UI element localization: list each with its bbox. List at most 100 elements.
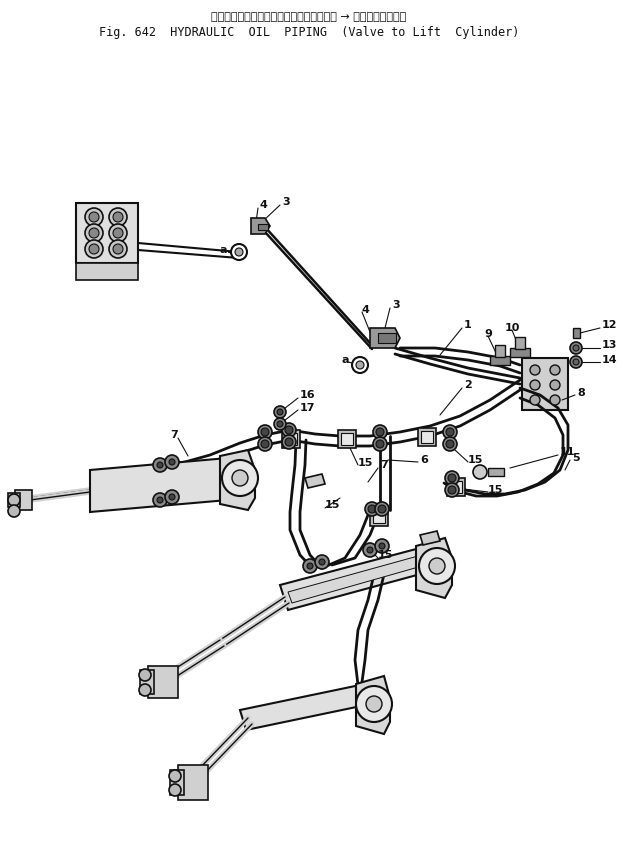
Text: 4: 4	[362, 305, 370, 315]
Text: 8: 8	[577, 388, 585, 398]
Circle shape	[448, 474, 456, 482]
Circle shape	[89, 212, 99, 222]
Polygon shape	[510, 348, 530, 357]
Circle shape	[277, 421, 283, 427]
Circle shape	[307, 563, 313, 569]
Text: 11: 11	[560, 447, 575, 457]
Circle shape	[85, 224, 103, 242]
Circle shape	[157, 462, 163, 468]
Circle shape	[367, 547, 373, 553]
Circle shape	[530, 365, 540, 375]
Polygon shape	[170, 770, 184, 795]
Text: 9: 9	[484, 329, 492, 339]
Circle shape	[573, 359, 579, 365]
Circle shape	[157, 497, 163, 503]
Circle shape	[274, 418, 286, 430]
Circle shape	[285, 426, 293, 434]
Polygon shape	[573, 328, 580, 338]
Polygon shape	[240, 685, 366, 730]
Polygon shape	[450, 481, 462, 493]
Circle shape	[109, 208, 127, 226]
Text: 5: 5	[572, 453, 580, 463]
Polygon shape	[370, 508, 388, 526]
Circle shape	[89, 244, 99, 254]
Circle shape	[550, 395, 560, 405]
Circle shape	[573, 345, 579, 351]
Circle shape	[222, 460, 258, 496]
Circle shape	[356, 361, 364, 369]
Polygon shape	[488, 468, 504, 476]
Circle shape	[570, 356, 582, 368]
Text: 13: 13	[602, 340, 617, 350]
Text: 1: 1	[464, 320, 472, 330]
Polygon shape	[140, 670, 154, 694]
Polygon shape	[356, 676, 390, 734]
Polygon shape	[285, 433, 297, 445]
Circle shape	[113, 228, 123, 238]
Circle shape	[550, 380, 560, 390]
Circle shape	[113, 212, 123, 222]
Polygon shape	[522, 358, 568, 410]
Polygon shape	[282, 430, 300, 448]
Polygon shape	[178, 765, 208, 800]
Circle shape	[352, 357, 368, 373]
Circle shape	[231, 244, 247, 260]
Circle shape	[356, 686, 392, 722]
Circle shape	[258, 437, 272, 451]
Polygon shape	[15, 490, 32, 510]
Text: 3: 3	[282, 197, 290, 207]
Polygon shape	[258, 224, 268, 230]
Polygon shape	[447, 478, 465, 496]
Circle shape	[169, 770, 181, 782]
Circle shape	[165, 455, 179, 469]
Text: 7: 7	[380, 460, 387, 470]
Polygon shape	[418, 428, 436, 446]
Circle shape	[282, 435, 296, 449]
Circle shape	[315, 555, 329, 569]
Circle shape	[530, 395, 540, 405]
Circle shape	[445, 483, 459, 497]
Polygon shape	[341, 433, 353, 445]
Circle shape	[261, 428, 269, 436]
Polygon shape	[280, 548, 428, 610]
Circle shape	[89, 228, 99, 238]
Circle shape	[261, 440, 269, 448]
Circle shape	[366, 696, 382, 712]
Circle shape	[282, 423, 296, 437]
Circle shape	[379, 543, 385, 549]
Polygon shape	[421, 431, 433, 443]
Circle shape	[365, 502, 379, 516]
Circle shape	[419, 548, 455, 584]
Text: 14: 14	[602, 355, 617, 365]
Circle shape	[376, 440, 384, 448]
Circle shape	[232, 470, 248, 486]
Text: 3: 3	[392, 300, 400, 310]
Polygon shape	[76, 203, 138, 263]
Circle shape	[373, 437, 387, 451]
Circle shape	[285, 438, 293, 446]
Circle shape	[446, 428, 454, 436]
Circle shape	[530, 380, 540, 390]
Polygon shape	[370, 328, 400, 348]
Circle shape	[85, 208, 103, 226]
Circle shape	[258, 425, 272, 439]
Circle shape	[109, 240, 127, 258]
Circle shape	[303, 559, 317, 573]
Circle shape	[277, 409, 283, 415]
Circle shape	[8, 494, 20, 506]
Text: 4: 4	[260, 200, 268, 210]
Polygon shape	[378, 333, 396, 343]
Polygon shape	[288, 556, 422, 603]
Text: a: a	[220, 245, 227, 255]
Circle shape	[274, 406, 286, 418]
Polygon shape	[420, 531, 440, 545]
Circle shape	[473, 465, 487, 479]
Polygon shape	[416, 538, 452, 598]
Polygon shape	[251, 218, 270, 234]
Circle shape	[85, 240, 103, 258]
Text: 7: 7	[170, 430, 178, 440]
Text: 10: 10	[505, 323, 520, 333]
Polygon shape	[8, 493, 20, 507]
Polygon shape	[373, 511, 385, 523]
Circle shape	[139, 669, 151, 681]
